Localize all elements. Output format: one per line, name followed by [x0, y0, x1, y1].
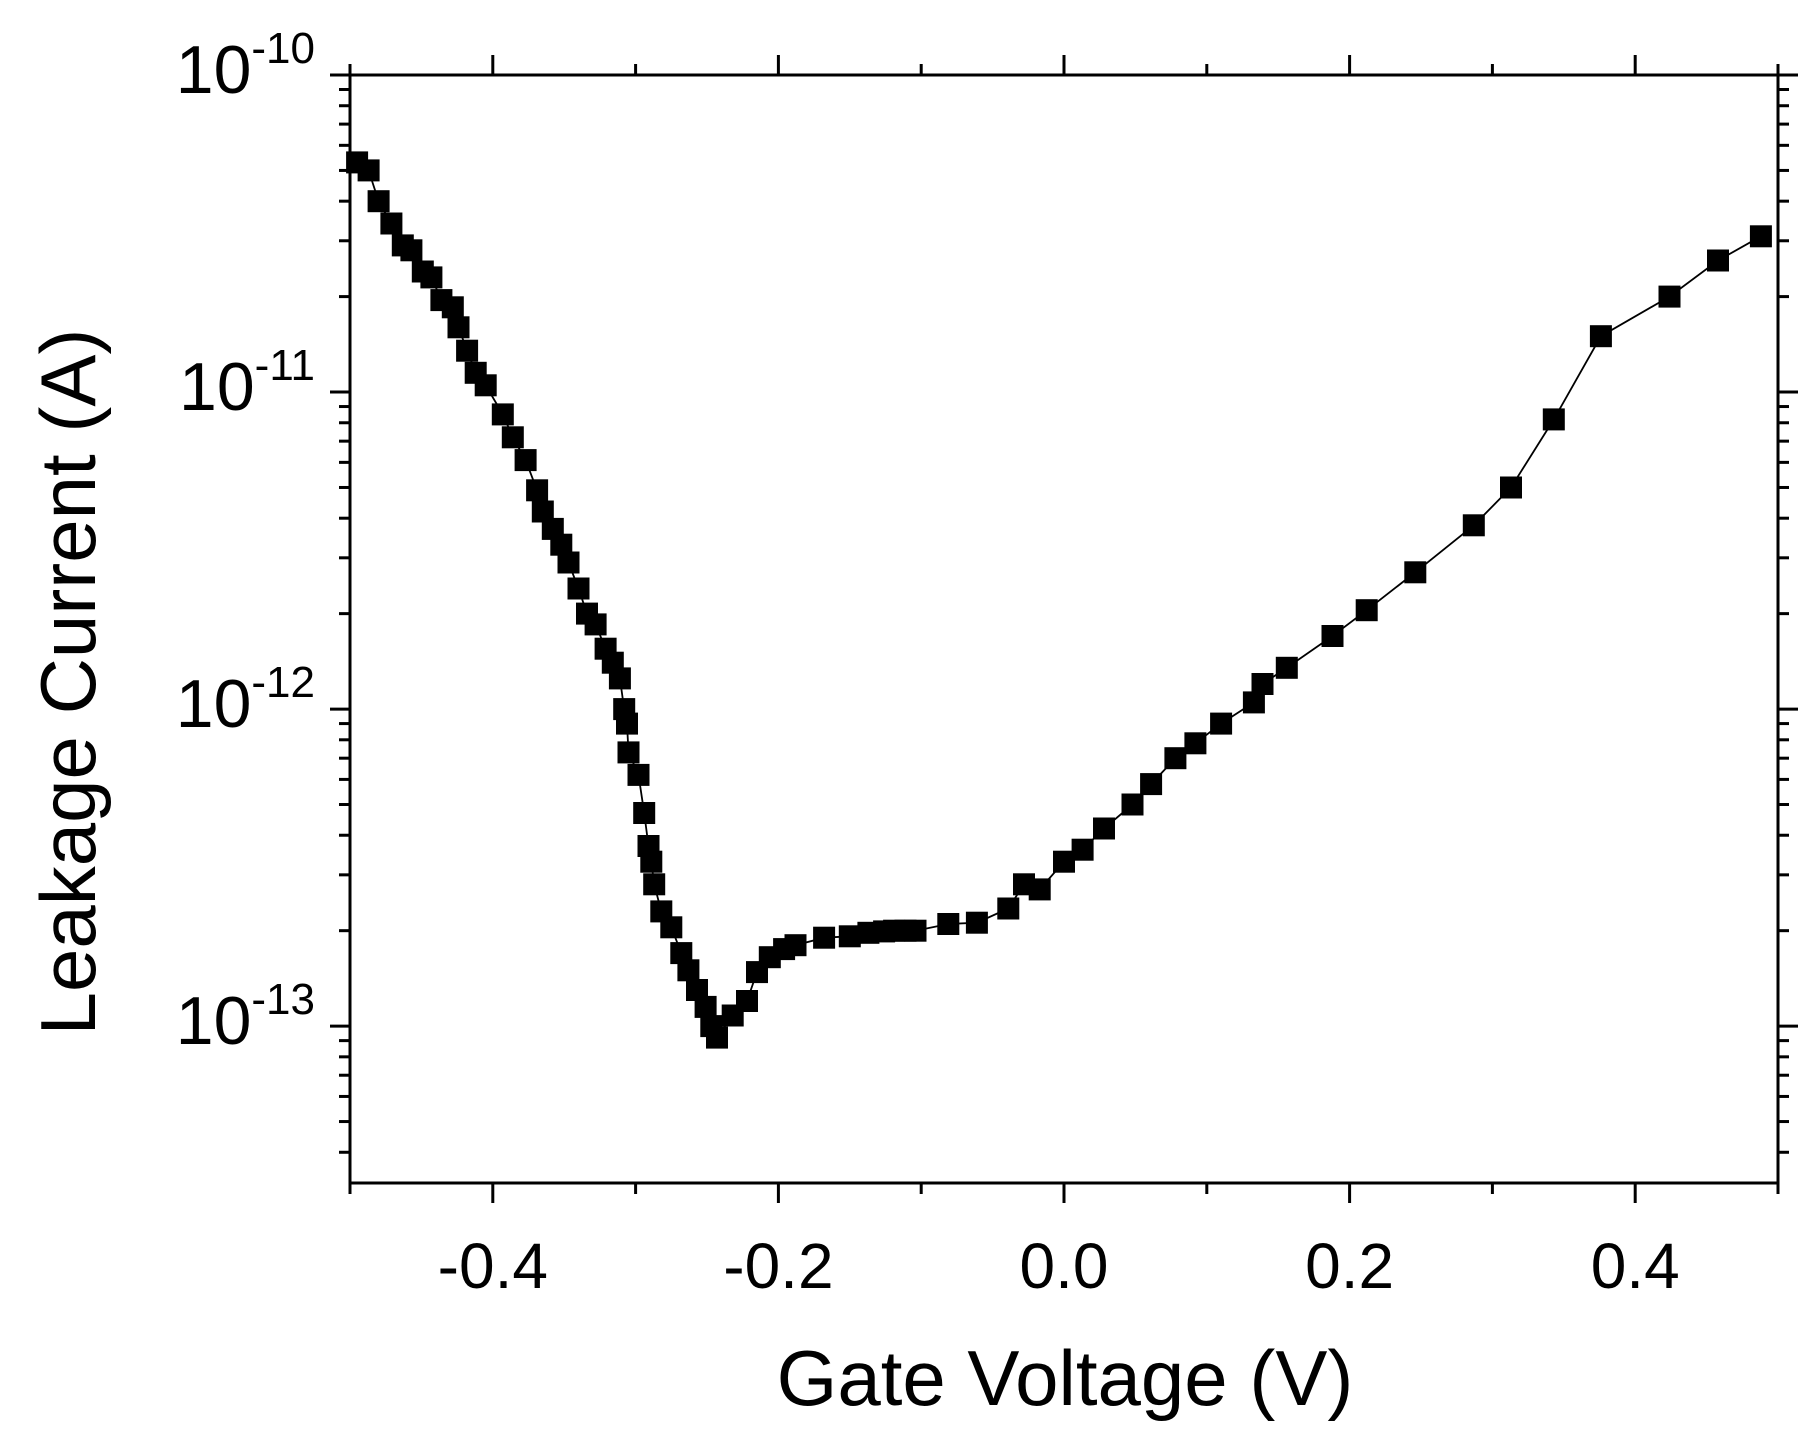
data-point: [456, 339, 479, 362]
data-point: [937, 913, 960, 935]
x-axis-label: Gate Voltage (V): [777, 1334, 1354, 1422]
data-point: [1140, 773, 1163, 796]
data-point: [1500, 476, 1522, 499]
data-point: [441, 296, 464, 319]
data-point: [1242, 691, 1265, 714]
series-line: [356, 161, 1762, 1040]
x-tick-label: 0.0: [1020, 1230, 1109, 1302]
data-point: [1071, 838, 1094, 861]
data-point: [1251, 673, 1274, 695]
y-tick-label: 10-11: [179, 341, 315, 425]
y-axis-label: Leakage Current (A): [24, 329, 112, 1036]
data-point: [686, 979, 708, 1001]
data-point: [400, 239, 423, 262]
data-point: [616, 712, 638, 735]
data-point: [1404, 561, 1427, 584]
data-point: [1121, 793, 1144, 816]
data-point: [627, 763, 650, 786]
data-point: [367, 190, 390, 213]
data-point: [904, 919, 927, 942]
data-point: [1658, 285, 1681, 308]
data-point: [1184, 732, 1207, 755]
data-point: [838, 925, 861, 948]
data-point: [736, 990, 758, 1012]
data-point: [640, 850, 663, 873]
data-point: [584, 613, 607, 636]
x-tick-label: 0.2: [1305, 1230, 1394, 1302]
data-point: [1355, 599, 1378, 622]
data-point: [643, 873, 666, 896]
data-point: [677, 959, 700, 982]
data-point: [380, 212, 403, 235]
data-point: [660, 916, 683, 939]
data-point: [813, 926, 836, 949]
data-point: [1164, 747, 1187, 770]
data-point: [1093, 817, 1115, 840]
data-point: [1589, 325, 1612, 348]
data-point: [1028, 878, 1051, 901]
data-point: [1275, 656, 1298, 679]
data-point: [557, 551, 580, 574]
y-tick-label: 10-10: [176, 24, 315, 108]
data-point: [633, 802, 656, 824]
data-point: [550, 533, 573, 556]
y-tick-label: 10-13: [176, 975, 315, 1059]
data-point: [357, 159, 380, 182]
y-tick-label: 10-12: [176, 658, 315, 742]
plot-frame: [348, 73, 1780, 1185]
data-point: [1542, 408, 1565, 431]
data-point: [617, 741, 640, 764]
data-point: [706, 1026, 728, 1049]
data-point: [1210, 712, 1233, 735]
data-point: [1462, 514, 1485, 537]
data-point: [567, 577, 590, 600]
data-point: [474, 374, 497, 397]
data-point: [784, 934, 807, 957]
data-point: [670, 942, 693, 965]
data-point: [1321, 625, 1344, 647]
data-point: [608, 667, 631, 690]
data-point: [1053, 850, 1075, 873]
data-point: [1749, 225, 1772, 248]
x-tick-label: -0.4: [438, 1230, 548, 1302]
data-point: [514, 449, 537, 472]
data-point: [447, 316, 470, 339]
data-point: [1707, 249, 1729, 272]
x-tick-label: 0.4: [1591, 1230, 1680, 1302]
x-tick-label: -0.2: [723, 1230, 833, 1302]
data-point: [420, 266, 443, 289]
data-point: [997, 897, 1020, 920]
data-point: [965, 911, 988, 934]
data-point: [491, 403, 514, 426]
data-point: [694, 995, 717, 1018]
data-point: [531, 500, 554, 523]
data-point: [526, 479, 549, 502]
data-point: [501, 426, 524, 449]
